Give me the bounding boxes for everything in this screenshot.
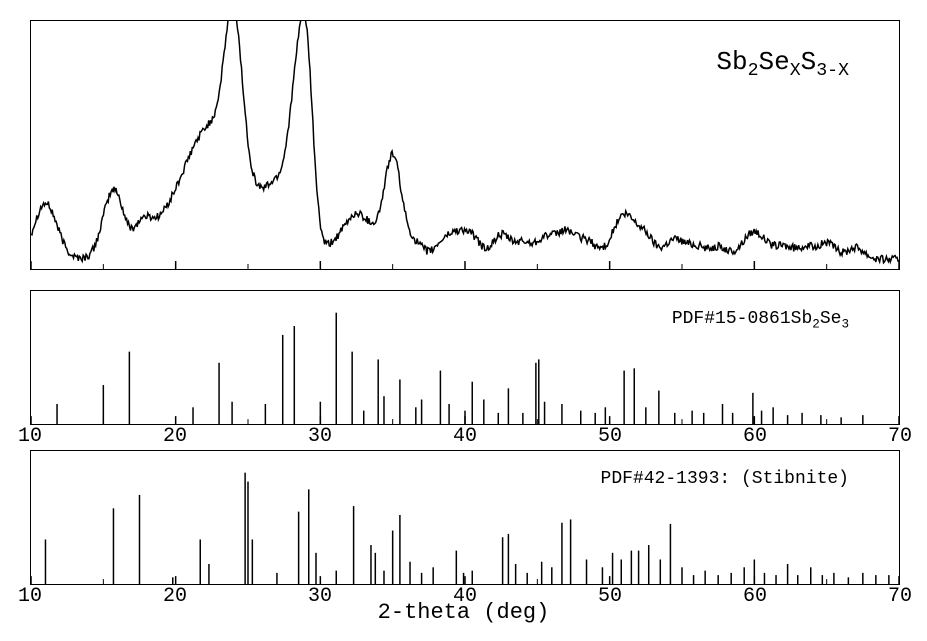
panel-pdf-stibnite: PDF#42-1393: (Stibnite) [30,450,900,585]
x-tick-label: 30 [308,585,332,608]
x-tick-label: 40 [453,425,477,448]
x-tick-label: 50 [598,425,622,448]
figure-container: Sb2SeXS3-X PDF#15-0861Sb2Se3 PDF#42-1393… [0,0,927,641]
x-tick-label: 10 [18,425,42,448]
panel-mid-label: PDF#15-0861Sb2Se3 [672,309,849,332]
x-tick-label: 30 [308,425,332,448]
x-tick-label: 60 [743,585,767,608]
panel-top-label: Sb2SeXS3-X [716,47,849,81]
x-tick-label: 20 [163,585,187,608]
panel-xrd-sample: Sb2SeXS3-X [30,20,900,270]
panel-pdf-sb2se3: PDF#15-0861Sb2Se3 [30,290,900,425]
x-tick-label: 50 [598,585,622,608]
x-tick-label: 40 [453,585,477,608]
x-tick-label: 70 [888,585,912,608]
x-tick-label: 60 [743,425,767,448]
x-tick-label: 70 [888,425,912,448]
x-tick-label: 20 [163,425,187,448]
x-tick-label: 10 [18,585,42,608]
panel-bot-label: PDF#42-1393: (Stibnite) [601,469,849,489]
